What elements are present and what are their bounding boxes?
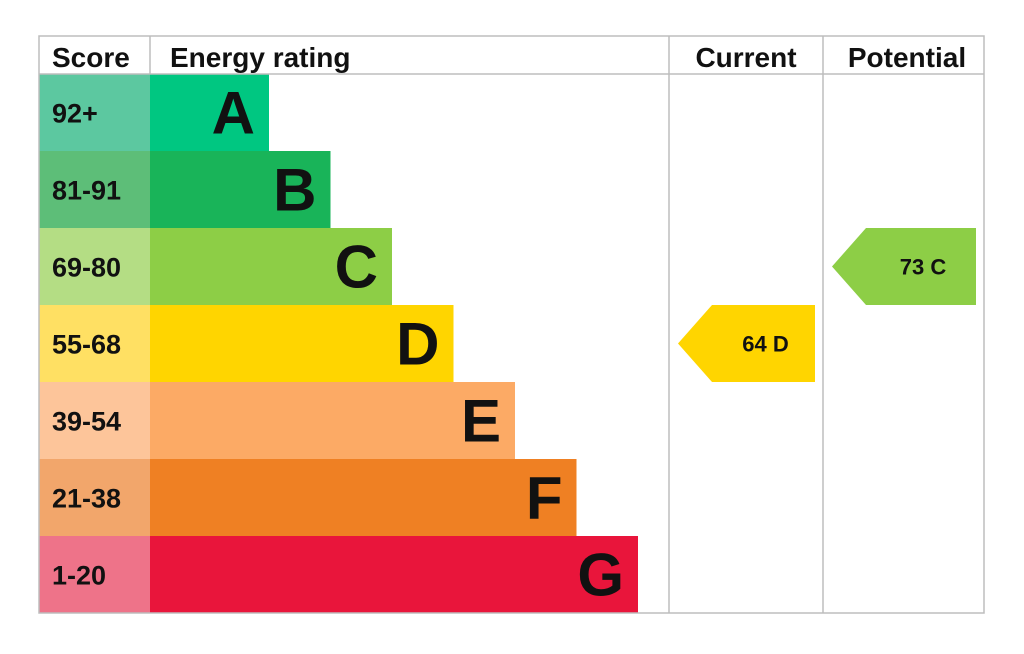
rating-letter-g: G xyxy=(577,542,624,609)
rating-letter-a: A xyxy=(212,80,255,147)
rating-bar-a xyxy=(150,74,269,151)
score-cell-g xyxy=(39,536,150,613)
rating-bar-g xyxy=(150,536,638,613)
rating-letter-b: B xyxy=(273,157,316,224)
current-rating-arrow xyxy=(678,305,815,382)
score-cell-e xyxy=(39,382,150,459)
rating-bar-e xyxy=(150,382,515,459)
score-range-d: 55-68 xyxy=(52,330,121,360)
rating-bar-f xyxy=(150,459,577,536)
rating-letter-d: D xyxy=(396,311,439,378)
score-cell-a xyxy=(39,74,150,151)
score-cell-d xyxy=(39,305,150,382)
rating-bar-c xyxy=(150,228,392,305)
current-rating-label: 64 D xyxy=(742,332,788,357)
score-range-b: 81-91 xyxy=(52,176,121,206)
score-range-f: 21-38 xyxy=(52,484,121,514)
score-cell-c xyxy=(39,228,150,305)
potential-rating-label: 73 C xyxy=(900,255,947,280)
rating-bar-d xyxy=(150,305,454,382)
header-current: Current xyxy=(695,42,796,73)
score-cell-b xyxy=(39,151,150,228)
score-range-c: 69-80 xyxy=(52,253,121,283)
header-score: Score xyxy=(52,42,130,73)
potential-rating-arrow xyxy=(832,228,976,305)
header-energy-rating: Energy rating xyxy=(170,42,350,73)
rating-bar-b xyxy=(150,151,331,228)
score-range-a: 92+ xyxy=(52,99,98,129)
header-potential: Potential xyxy=(848,42,966,73)
score-range-g: 1-20 xyxy=(52,561,106,591)
rating-letter-f: F xyxy=(526,465,563,532)
score-range-e: 39-54 xyxy=(52,407,121,437)
score-cell-f xyxy=(39,459,150,536)
chart-frame xyxy=(38,35,985,614)
rating-letter-e: E xyxy=(461,388,501,455)
rating-letter-c: C xyxy=(335,234,378,301)
